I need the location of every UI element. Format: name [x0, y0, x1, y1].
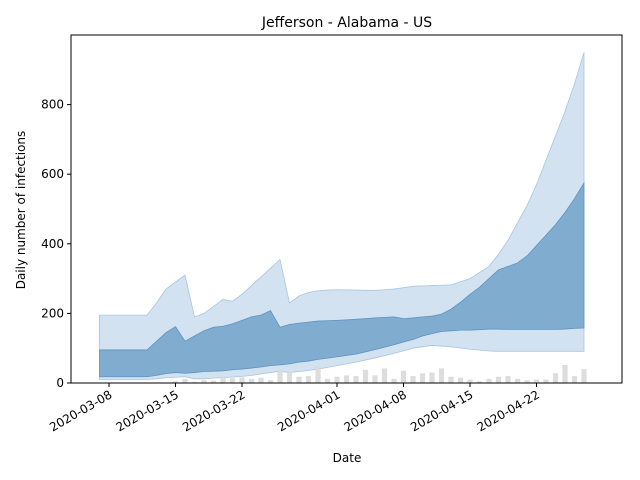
- daily-case-bar: [267, 380, 274, 383]
- daily-case-bar: [457, 377, 464, 383]
- y-axis-label: Daily number of infections: [14, 131, 28, 290]
- daily-case-bar: [343, 375, 350, 383]
- daily-case-bar: [191, 381, 198, 383]
- x-axis-ticks: 2020-03-08 2020-03-15 2020-03-22 2020-04-01…: [47, 383, 542, 434]
- daily-case-bar: [429, 372, 435, 383]
- daily-case-bar: [495, 376, 502, 383]
- x-tick-label: 2020-04-01: [275, 387, 342, 434]
- daily-case-bar: [419, 373, 426, 383]
- daily-case-bar: [258, 377, 264, 383]
- daily-case-bar: [486, 378, 492, 383]
- plot-frame: [70, 34, 623, 384]
- x-axis-label: Date: [333, 451, 362, 465]
- x-tick-label: 2020-04-22: [475, 387, 542, 434]
- daily-case-bar: [391, 378, 397, 383]
- daily-case-bar: [277, 369, 283, 383]
- daily-case-bar: [410, 376, 416, 383]
- daily-case-bar: [362, 369, 369, 383]
- daily-case-bar: [571, 376, 578, 383]
- daily-case-bar: [220, 376, 226, 383]
- plot-area: [99, 52, 587, 383]
- daily-case-bar: [305, 376, 312, 383]
- daily-case-bar: [381, 368, 388, 383]
- daily-case-bar: [286, 371, 293, 383]
- daily-case-bar: [324, 378, 331, 383]
- daily-case-bar: [533, 379, 540, 383]
- daily-case-bar: [476, 381, 483, 383]
- inner-band-area: [99, 181, 585, 378]
- daily-case-bar: [438, 368, 445, 383]
- y-tick-label: 200: [41, 306, 64, 320]
- daily-case-bar: [201, 380, 207, 383]
- daily-case-bar: [229, 378, 236, 383]
- y-tick-label: 800: [41, 98, 64, 112]
- x-tick-label: 2020-04-15: [408, 387, 475, 434]
- outer-band-area: [99, 52, 585, 380]
- daily-case-bar: [248, 378, 255, 383]
- daily-case-bar: [210, 380, 217, 383]
- x-tick-label: 2020-03-22: [180, 387, 247, 434]
- daily-case-bar: [315, 366, 321, 383]
- y-axis-ticks: 0 200 400 600 800: [41, 98, 71, 390]
- daily-case-bar: [562, 364, 568, 383]
- daily-case-bar: [172, 381, 179, 383]
- chart-title: Jefferson - Alabama - US: [261, 15, 432, 31]
- daily-case-bar: [372, 375, 378, 383]
- daily-cases-bars: [172, 364, 587, 383]
- daily-case-bar: [505, 376, 511, 383]
- x-tick-label: 2020-04-08: [342, 387, 409, 434]
- daily-case-bar: [552, 373, 559, 383]
- x-tick-label: 2020-03-08: [47, 387, 114, 434]
- daily-case-bar: [334, 376, 340, 383]
- x-tick-label: 2020-03-15: [114, 387, 181, 434]
- daily-case-bar: [514, 378, 521, 383]
- y-tick-label: 0: [56, 376, 64, 390]
- daily-case-bar: [467, 379, 473, 383]
- daily-case-bar: [400, 370, 407, 383]
- daily-case-bar: [448, 376, 454, 383]
- y-tick-label: 600: [41, 167, 64, 181]
- daily-case-bar: [353, 376, 359, 383]
- daily-case-bar: [524, 380, 530, 383]
- daily-case-bar: [543, 379, 549, 383]
- y-tick-label: 400: [41, 237, 64, 251]
- daily-case-bar: [296, 376, 302, 383]
- daily-case-bar: [182, 378, 188, 383]
- daily-case-bar: [581, 369, 587, 383]
- daily-case-bar: [239, 377, 245, 383]
